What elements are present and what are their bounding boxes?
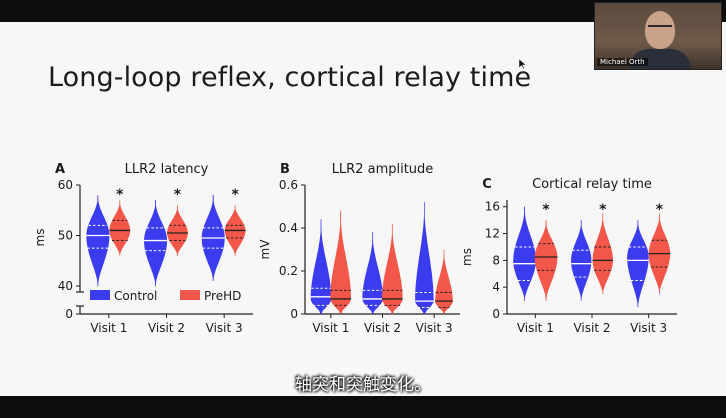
x-tick-label: Visit 3 [630,321,667,335]
violin-prehd [435,249,453,314]
y-tick-label: 8 [492,253,500,267]
y-tick-label: 60 [58,178,73,192]
y-tick-label: 40 [58,279,73,293]
panel-letter: A [55,162,65,177]
x-tick-label: Visit 1 [90,321,127,335]
subtitle-caption: 轴突和突触变化。 [295,375,431,395]
chart-title: Cortical relay time [532,177,652,192]
bottom-black-bar [0,396,726,418]
x-tick-label: Visit 3 [206,321,243,335]
violin-control [362,232,383,314]
violin-prehd [592,213,613,294]
violin-prehd [330,210,351,314]
x-tick-label: Visit 2 [148,321,185,335]
y-tick-label: 0 [492,307,500,321]
mouse-cursor-icon [519,59,527,69]
significance-star: * [231,187,239,203]
y-tick-label: 16 [485,200,500,214]
significance-star: * [599,202,607,218]
x-tick-label: Visit 3 [416,321,453,335]
y-tick-label: 50 [58,229,73,243]
violin-control [571,220,592,301]
chart-title: LLR2 amplitude [332,162,434,177]
violin-control [86,195,110,286]
y-tick-label: 12 [485,227,500,241]
significance-star: * [174,187,182,203]
presenter-head [645,11,675,49]
legend-label-control: Control [114,289,157,303]
x-tick-label: Visit 2 [573,321,610,335]
x-tick-label: Visit 2 [364,321,401,335]
violin-prehd [167,205,188,256]
top-black-bar [0,0,726,22]
chart-title: LLR2 latency [125,162,209,177]
significance-star: * [656,202,664,218]
y-tick-label: 0.2 [279,264,298,278]
y-axis-label: ms [460,248,474,266]
slide-title: Long-loop reflex, cortical relay time [48,62,532,93]
y-axis-label: ms [33,229,47,247]
significance-star: * [542,202,550,218]
y-tick-label: 0 [65,307,73,321]
panel-letter: C [482,177,492,192]
violin-prehd [382,223,403,314]
legend-swatch-prehd [180,290,200,300]
presenter-video-thumbnail[interactable]: Michael Orth [594,2,722,70]
significance-star: * [116,187,124,203]
legend-label-prehd: PreHD [204,289,241,303]
x-tick-label: Visit 1 [312,321,349,335]
violin-control [310,219,332,314]
violin-prehd [109,200,131,256]
violin-prehd [534,220,558,301]
violin-control [144,200,168,286]
presenter-name-label: Michael Orth [597,58,648,66]
y-tick-label: 0.6 [279,178,298,192]
y-tick-label: 0 [290,307,298,321]
violin-control [513,206,536,301]
x-tick-label: Visit 1 [517,321,554,335]
violin-control [415,202,434,314]
legend-swatch-control [90,290,110,300]
y-tick-label: 0.4 [279,221,298,235]
y-axis-label: mV [258,239,272,260]
violin-control [627,220,649,308]
presenter-glasses [648,25,672,33]
presentation-slide: Long-loop reflex, cortical relay time A L… [0,22,726,396]
panel-letter: B [280,162,290,177]
y-tick-label: 4 [492,280,500,294]
